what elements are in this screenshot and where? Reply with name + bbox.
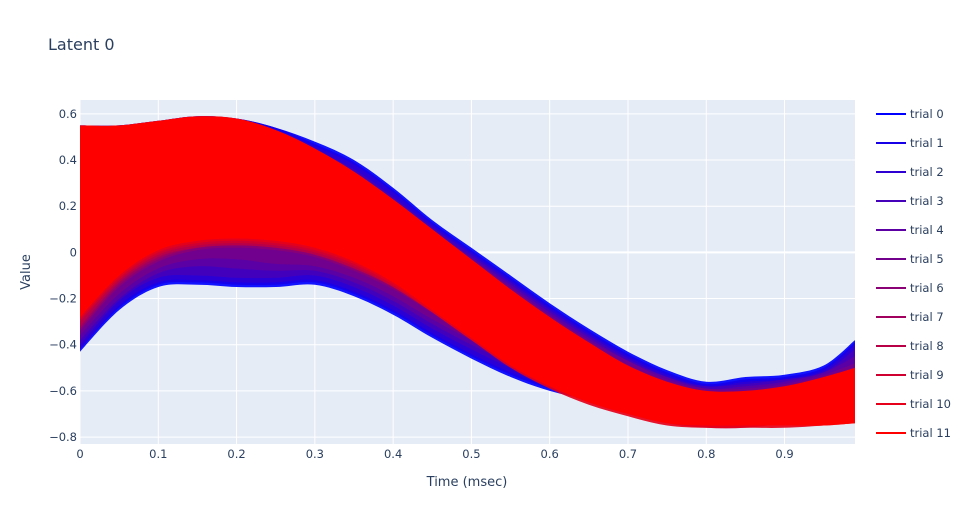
x-tick-label: 0: [76, 447, 83, 461]
y-tick-label: 0: [70, 245, 77, 259]
x-tick-label: 0.3: [306, 447, 324, 461]
legend-item[interactable]: trial 11: [876, 426, 951, 440]
legend-item[interactable]: trial 0: [876, 107, 944, 121]
legend-item[interactable]: trial 2: [876, 165, 944, 179]
legend-item[interactable]: trial 10: [876, 397, 951, 411]
legend-item[interactable]: trial 6: [876, 281, 944, 295]
y-tick-label: −0.8: [49, 430, 77, 444]
legend-label: trial 1: [910, 136, 944, 150]
x-tick-label: 0.5: [462, 447, 480, 461]
legend-item[interactable]: trial 8: [876, 339, 944, 353]
legend-label: trial 11: [910, 426, 951, 440]
x-tick-label: 0.9: [775, 447, 793, 461]
y-tick-label: −0.2: [49, 292, 77, 306]
x-tick-label: 0.7: [619, 447, 637, 461]
x-tick-label: 0.8: [697, 447, 715, 461]
legend-label: trial 3: [910, 194, 944, 208]
y-axis: 0.6 0.4 0.2 0 −0.2 −0.4 −0.6 −0.8: [49, 107, 77, 444]
x-tick-label: 0.1: [149, 447, 167, 461]
series-bands: [80, 116, 855, 429]
legend-item[interactable]: trial 3: [876, 194, 944, 208]
legend-label: trial 7: [910, 310, 944, 324]
legend-item[interactable]: trial 1: [876, 136, 944, 150]
series-band-11: [80, 116, 855, 426]
legend-label: trial 2: [910, 165, 944, 179]
y-tick-label: 0.2: [59, 199, 77, 213]
legend-item[interactable]: trial 7: [876, 310, 944, 324]
y-tick-label: 0.4: [59, 153, 77, 167]
y-tick-label: −0.4: [49, 338, 77, 352]
x-tick-label: 0.6: [541, 447, 559, 461]
y-tick-label: −0.6: [49, 384, 77, 398]
legend-label: trial 5: [910, 252, 944, 266]
legend-label: trial 9: [910, 368, 944, 382]
y-axis-title: Value: [19, 254, 34, 290]
legend-label: trial 10: [910, 397, 951, 411]
x-tick-label: 0.4: [384, 447, 402, 461]
x-tick-label: 0.2: [227, 447, 245, 461]
legend-item[interactable]: trial 4: [876, 223, 944, 237]
chart-title: Latent 0: [48, 35, 115, 54]
x-axis: 0 0.1 0.2 0.3 0.4 0.5 0.6 0.7 0.8 0.9: [76, 447, 793, 461]
legend: trial 0 trial 1 trial 2 trial 3 trial 4 trial…: [876, 107, 951, 440]
legend-item[interactable]: trial 9: [876, 368, 944, 382]
legend-item[interactable]: trial 5: [876, 252, 944, 266]
legend-label: trial 8: [910, 339, 944, 353]
y-tick-label: 0.6: [59, 107, 77, 121]
legend-label: trial 6: [910, 281, 944, 295]
legend-label: trial 4: [910, 223, 944, 237]
legend-label: trial 0: [910, 107, 944, 121]
x-axis-title: Time (msec): [426, 475, 508, 490]
